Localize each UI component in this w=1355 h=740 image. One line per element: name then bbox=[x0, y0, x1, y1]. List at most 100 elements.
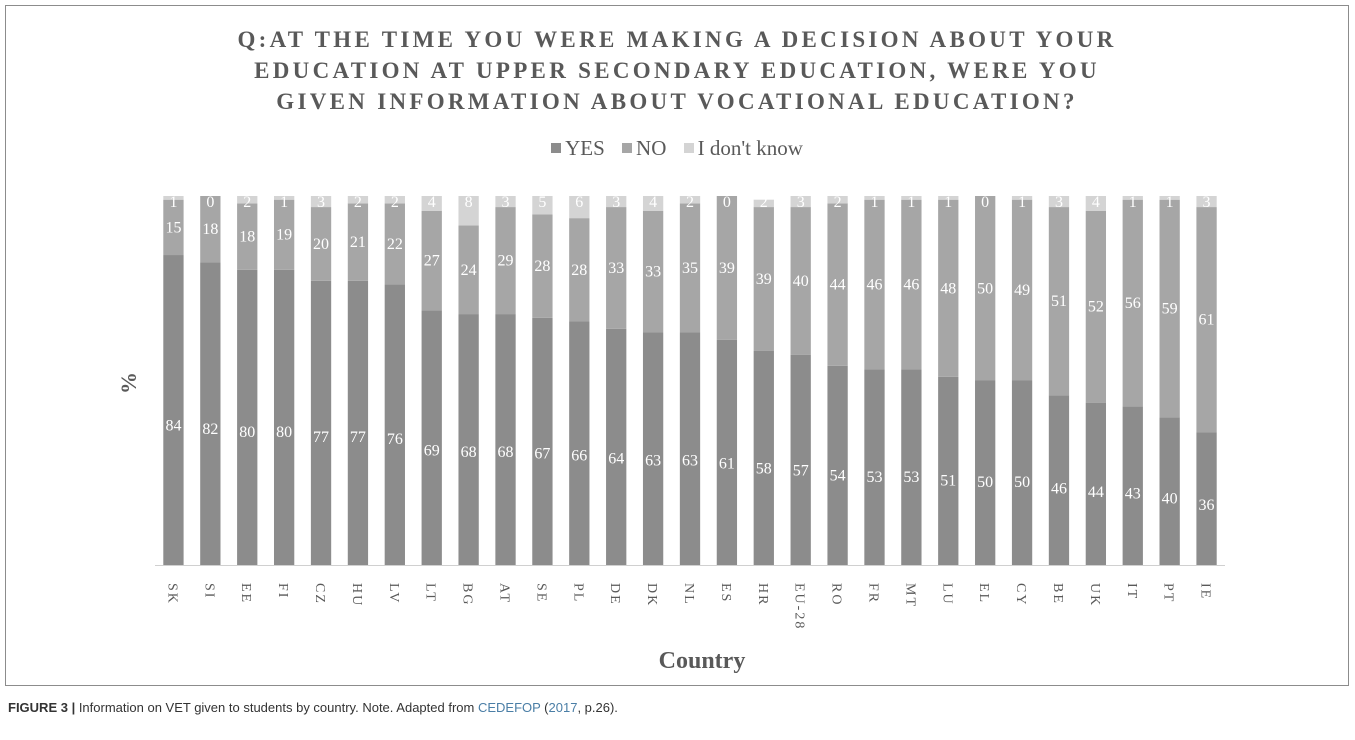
data-label-yes-fr: 53 bbox=[866, 469, 882, 486]
data-label-no-es: 39 bbox=[719, 260, 735, 277]
data-label-no-ee: 18 bbox=[239, 229, 255, 246]
bar-no-si bbox=[200, 196, 221, 263]
legend-label-no: NO bbox=[636, 136, 667, 160]
bar-no-nl bbox=[679, 203, 701, 333]
bar-i-don-t-know-sk bbox=[163, 196, 184, 200]
bar-yes-se bbox=[532, 317, 553, 565]
bar-no-es bbox=[716, 196, 738, 340]
data-label-yes-it: 43 bbox=[1125, 486, 1141, 503]
figure-caption: FIGURE 3 | Information on VET given to s… bbox=[8, 700, 618, 715]
x-tick-label-lt: LT bbox=[423, 583, 438, 603]
bar-yes-de bbox=[606, 328, 627, 565]
x-tick-label-ie: IE bbox=[1198, 583, 1213, 600]
bar-yes-lv bbox=[384, 284, 405, 565]
bar-no-bg bbox=[458, 225, 479, 315]
chart-title-line-2: EDUCATION AT UPPER SECONDARY EDUCATION, … bbox=[254, 58, 1100, 83]
bar-yes-mt bbox=[901, 369, 922, 565]
data-label-yes-hu: 77 bbox=[350, 429, 366, 446]
bar-i-don-t-know-ie bbox=[1196, 196, 1217, 208]
bar-yes-lt bbox=[421, 310, 442, 565]
data-label-i-don-t-know-se: 5 bbox=[538, 194, 546, 211]
bar-no-el bbox=[975, 196, 996, 381]
bar-yes-eu-28 bbox=[790, 354, 811, 565]
bar-no-eu-28 bbox=[790, 207, 811, 355]
bar-no-mt bbox=[901, 199, 922, 370]
data-label-i-don-t-know-hr: 2 bbox=[760, 194, 768, 211]
data-label-yes-cz: 77 bbox=[313, 429, 329, 446]
bar-no-fi bbox=[273, 199, 295, 270]
bar-no-ie bbox=[1196, 207, 1217, 433]
data-label-yes-ro: 54 bbox=[830, 467, 846, 484]
bar-no-fr bbox=[864, 199, 885, 370]
data-label-yes-pt: 40 bbox=[1162, 491, 1178, 508]
bar-no-hr bbox=[753, 207, 774, 351]
x-tick-label-bg: BG bbox=[460, 583, 475, 606]
data-label-no-lv: 22 bbox=[387, 236, 403, 253]
bar-yes-dk bbox=[642, 332, 664, 565]
x-tick-label-at: AT bbox=[497, 583, 512, 604]
x-tick-label-el: EL bbox=[976, 583, 991, 604]
data-label-no-nl: 35 bbox=[682, 260, 698, 277]
data-label-i-don-t-know-ee: 2 bbox=[243, 194, 251, 211]
bar-yes-es bbox=[716, 339, 738, 565]
bar-i-don-t-know-bg bbox=[458, 196, 479, 226]
data-label-i-don-t-know-fi: 1 bbox=[280, 194, 288, 211]
data-label-no-eu-28: 40 bbox=[793, 273, 809, 290]
x-axis-title: Country bbox=[659, 648, 746, 674]
data-label-no-de: 33 bbox=[608, 260, 624, 277]
y-axis-title: % bbox=[116, 372, 141, 394]
data-label-yes-lu: 51 bbox=[940, 472, 956, 489]
data-label-no-lt: 27 bbox=[424, 253, 440, 270]
bar-yes-hr bbox=[753, 350, 774, 565]
reference-link[interactable]: CEDEFOP bbox=[477, 700, 541, 715]
bar-i-don-t-know-lu bbox=[938, 196, 959, 200]
legend-item-yes: YES bbox=[551, 136, 605, 161]
data-label-i-don-t-know-pt: 1 bbox=[1166, 194, 1174, 211]
data-label-yes-eu-28: 57 bbox=[793, 462, 809, 479]
x-tick-label-fi: FI bbox=[275, 583, 290, 599]
bar-i-don-t-know-be bbox=[1048, 196, 1070, 208]
data-label-no-at: 29 bbox=[498, 253, 514, 270]
data-label-yes-bg: 68 bbox=[461, 444, 477, 461]
bar-i-don-t-know-lt bbox=[421, 196, 442, 211]
data-label-no-uk: 52 bbox=[1088, 299, 1104, 316]
x-tick-label-si: SI bbox=[201, 583, 216, 599]
bar-i-don-t-know-at bbox=[495, 196, 516, 208]
data-label-i-don-t-know-ie: 3 bbox=[1203, 194, 1211, 211]
data-label-yes-si: 82 bbox=[202, 421, 218, 438]
x-tick-label-it: IT bbox=[1124, 583, 1139, 600]
data-label-no-pl: 28 bbox=[571, 262, 587, 279]
data-label-no-pt: 59 bbox=[1162, 301, 1178, 318]
bar-i-don-t-know-lv bbox=[384, 196, 405, 204]
bar-no-lt bbox=[421, 210, 442, 311]
bar-no-uk bbox=[1085, 210, 1107, 403]
caption-text-2: ( bbox=[540, 700, 549, 715]
data-label-i-don-t-know-mt: 1 bbox=[907, 194, 915, 211]
x-tick-label-es: ES bbox=[718, 583, 733, 603]
bar-yes-uk bbox=[1085, 402, 1107, 565]
bar-yes-ee bbox=[237, 269, 258, 565]
bar-i-don-t-know-ee bbox=[237, 196, 258, 204]
bar-no-sk bbox=[163, 199, 184, 256]
x-tick-label-lv: LV bbox=[386, 583, 401, 604]
caption-text-3: , p.26). bbox=[577, 700, 618, 715]
bar-yes-si bbox=[200, 262, 221, 565]
data-label-i-don-t-know-el: 0 bbox=[981, 194, 989, 211]
data-label-no-mt: 46 bbox=[903, 277, 919, 294]
data-label-no-cy: 49 bbox=[1014, 282, 1030, 299]
bar-yes-el bbox=[975, 380, 996, 565]
chart-title-line-1: Q:AT THE TIME YOU WERE MAKING A DECISION… bbox=[237, 27, 1117, 52]
bar-i-don-t-know-eu-28 bbox=[790, 196, 811, 208]
data-label-i-don-t-know-pl: 6 bbox=[575, 194, 583, 211]
bar-i-don-t-know-pl bbox=[569, 196, 590, 219]
data-label-yes-el: 50 bbox=[977, 474, 993, 491]
data-label-yes-se: 67 bbox=[534, 446, 550, 463]
data-label-no-sk: 15 bbox=[165, 219, 181, 236]
data-label-yes-be: 46 bbox=[1051, 481, 1067, 498]
bar-yes-ro bbox=[827, 365, 848, 565]
data-label-i-don-t-know-cz: 3 bbox=[317, 194, 325, 211]
bar-no-pt bbox=[1159, 199, 1180, 418]
data-label-i-don-t-know-hu: 2 bbox=[354, 194, 362, 211]
reference-year-link[interactable]: 2017 bbox=[548, 700, 578, 715]
data-label-yes-ie: 36 bbox=[1199, 497, 1215, 514]
